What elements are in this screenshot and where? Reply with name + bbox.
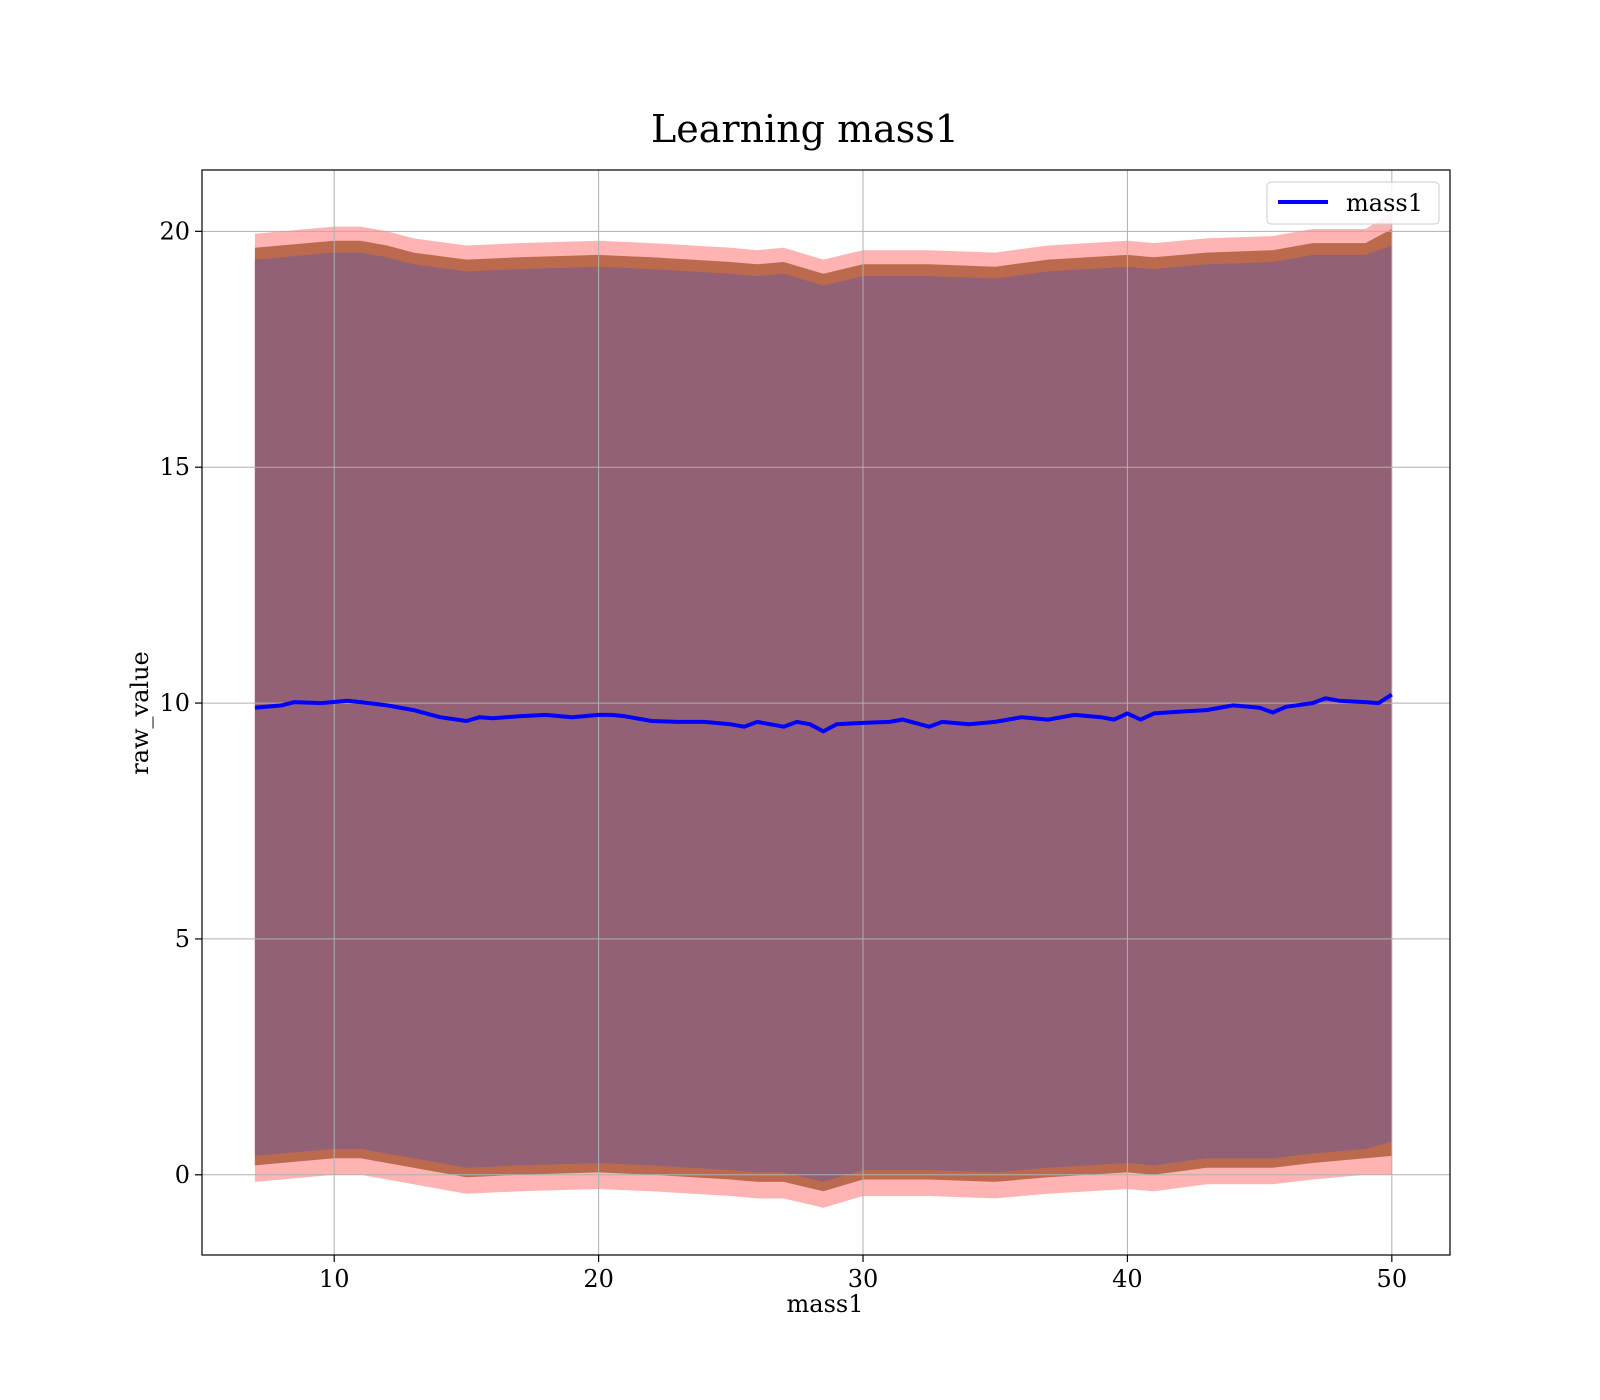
y-tick-label: 15: [159, 453, 190, 481]
series-line-mass1: [254, 692, 1393, 734]
chart-title: Learning mass1: [651, 107, 959, 151]
legend-box: [1266, 181, 1440, 225]
y-tick-label: 20: [159, 217, 190, 245]
ticks-layer: 10 20 30 40 50 0 5 10 15 20: [159, 217, 1407, 1293]
y-tick-label: 5: [175, 925, 190, 953]
x-tick-label: 10: [319, 1265, 350, 1293]
plot-frame: [201, 169, 1451, 1256]
x-tick-label: 20: [583, 1265, 614, 1293]
x-tick-label: 30: [848, 1265, 879, 1293]
band-layer: [254, 212, 1392, 1208]
x-tick-label: 40: [1112, 1265, 1143, 1293]
grid-layer: [202, 170, 1450, 1255]
x-axis-label: mass1: [787, 1290, 864, 1318]
y-tick-label: 10: [159, 689, 190, 717]
legend-label: mass1: [1346, 189, 1423, 217]
y-tick-label: 0: [175, 1161, 190, 1189]
legend: mass1: [1266, 181, 1440, 225]
confidence-band-3: [254, 245, 1392, 1182]
y-axis-label: raw_value: [126, 651, 154, 775]
series-layer: [254, 692, 1393, 734]
x-tick-label: 50: [1377, 1265, 1408, 1293]
